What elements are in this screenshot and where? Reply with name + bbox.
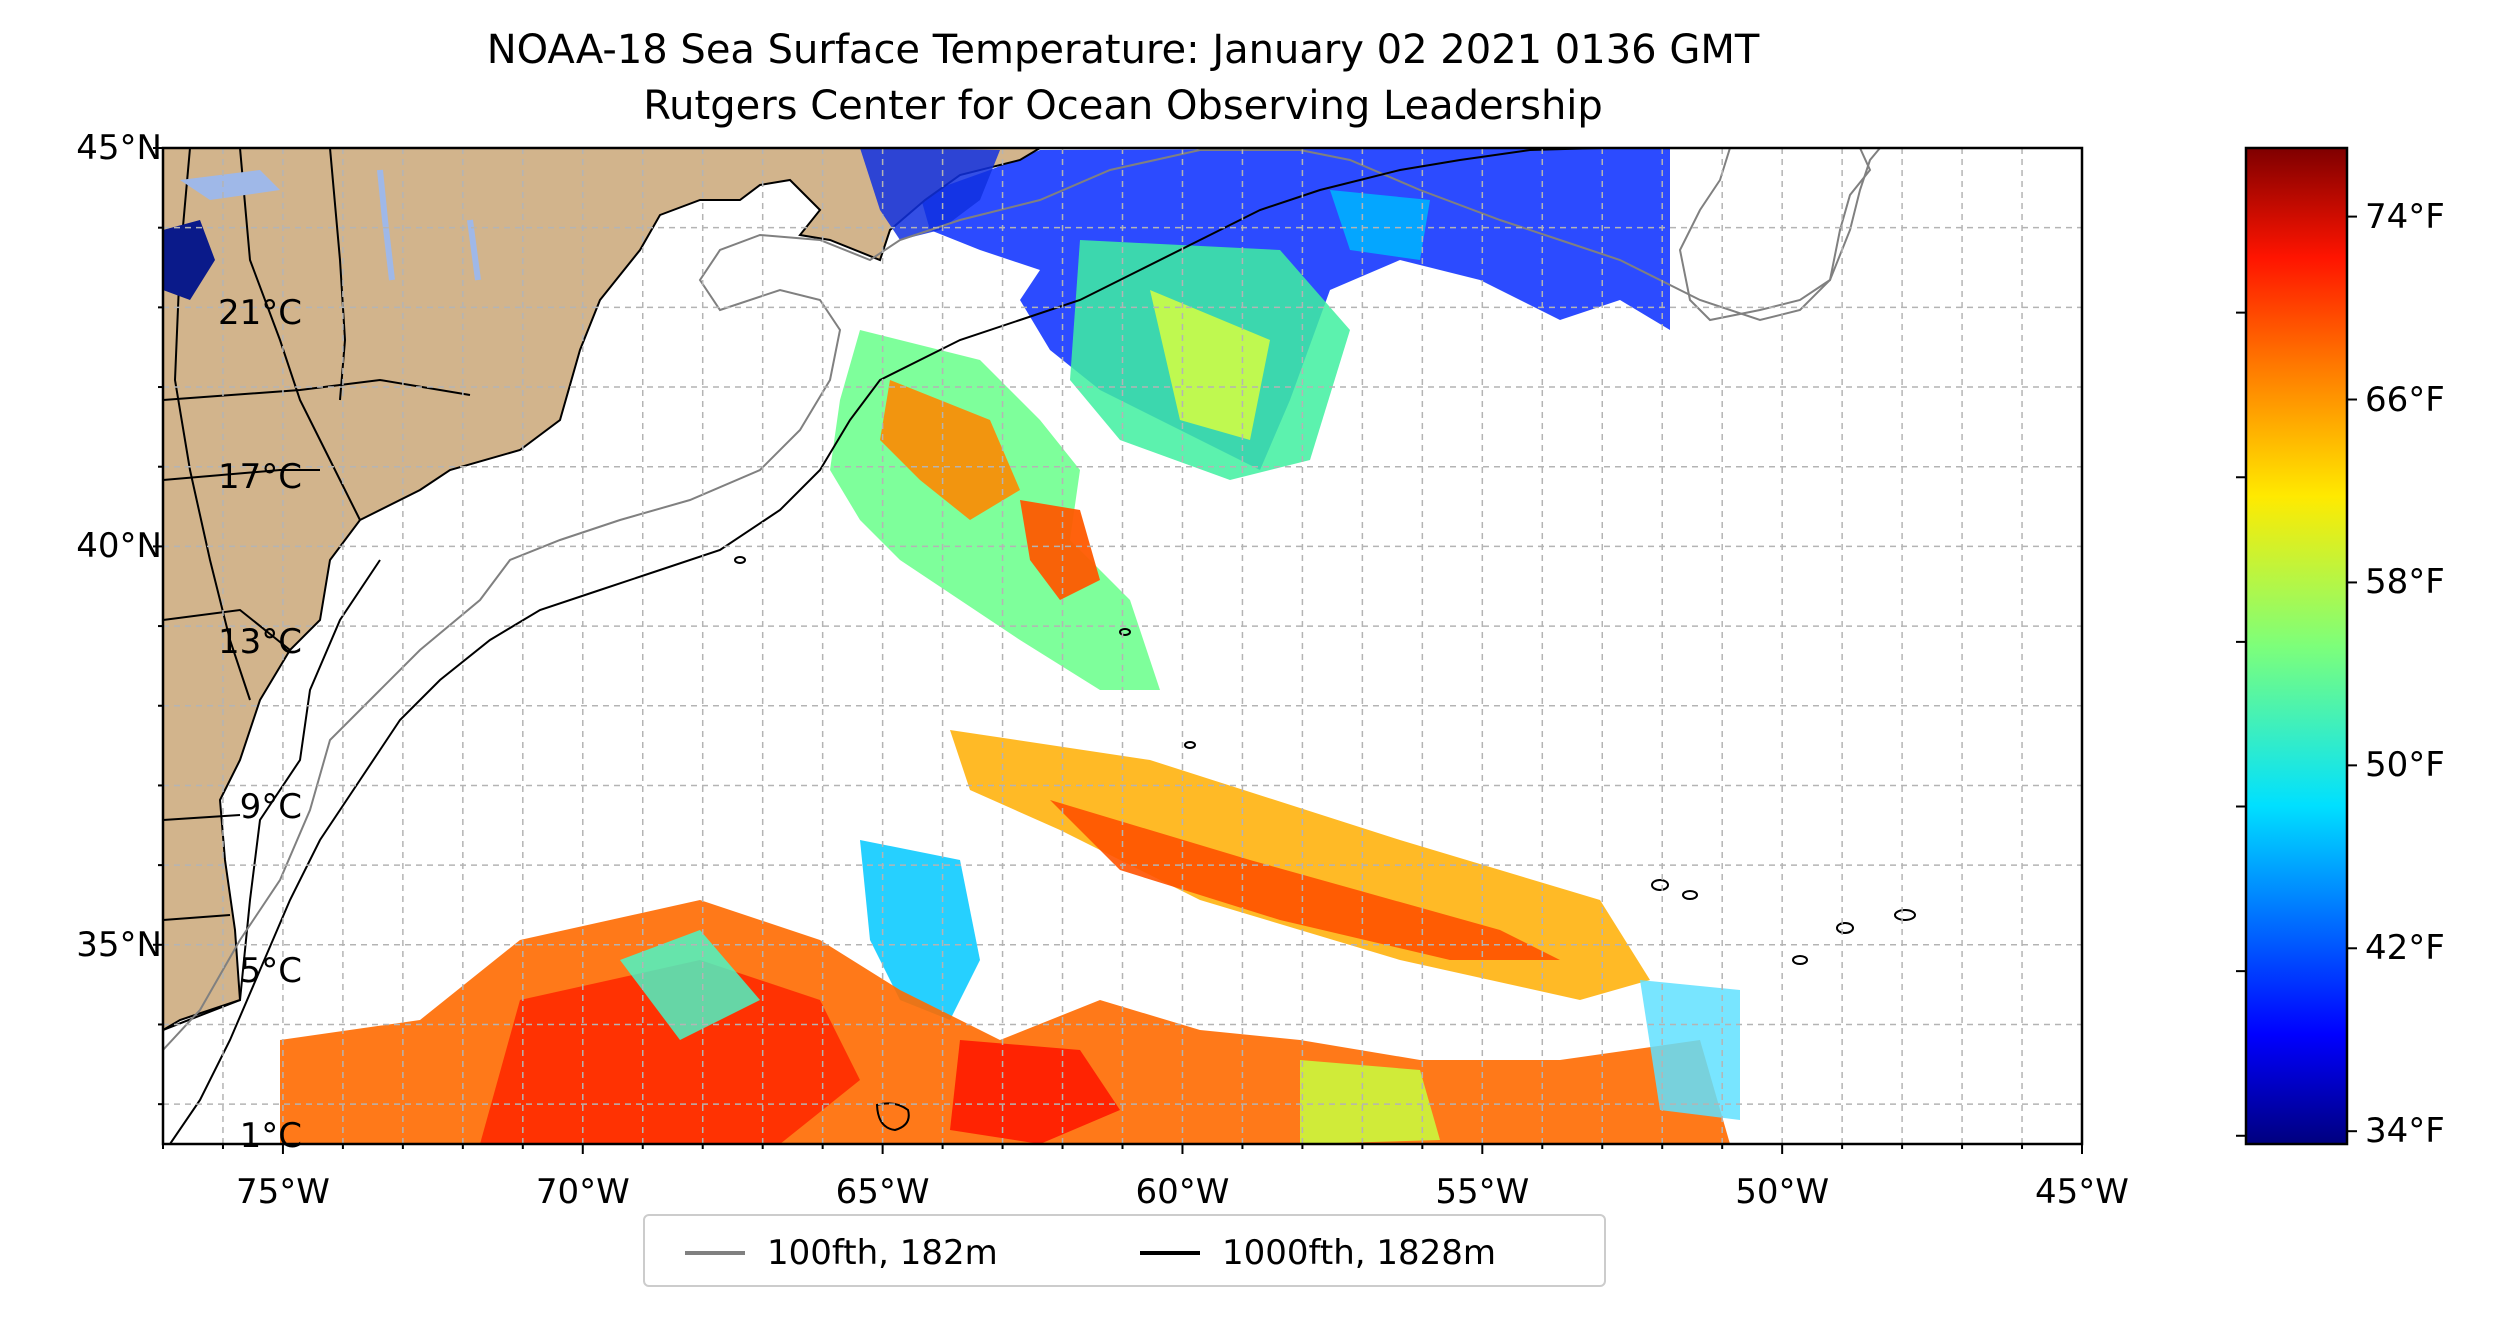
lon-tick-label: 60°W: [1135, 1172, 1230, 1212]
map-axis-ticks: [153, 147, 2083, 1154]
colorbar-label-celsius: 1°C: [239, 1115, 302, 1156]
lat-tick-label: 35°N: [76, 924, 162, 965]
colorbar-label-celsius: 9°C: [239, 786, 302, 827]
isobath-legend: 100fth, 182m 1000fth, 1828m: [643, 1214, 1606, 1287]
legend-label: 1000fth, 1828m: [1222, 1232, 1497, 1273]
colorbar-label-fahrenheit: 42°F: [2365, 928, 2445, 969]
colorbar-label-celsius: 21°C: [217, 292, 302, 333]
land-layer: [163, 148, 1872, 1032]
lon-tick-label: 45°W: [2035, 1172, 2129, 1212]
colorbar-label-fahrenheit: 34°F: [2365, 1111, 2445, 1152]
map-gridlines: [163, 148, 2082, 1144]
colorbar-label-fahrenheit: 50°F: [2365, 745, 2445, 786]
colorbar-label-celsius: 13°C: [217, 621, 302, 662]
legend-swatch-black: [1140, 1250, 1200, 1255]
lat-tick-label: 45°N: [76, 128, 162, 168]
map-title: NOAA-18 Sea Surface Temperature: January…: [486, 27, 1760, 73]
colorbar-label-celsius: 5°C: [239, 951, 302, 992]
isobath-lines: [163, 148, 1916, 1144]
colorbar-label-fahrenheit: 74°F: [2365, 196, 2445, 237]
colorbar-label-celsius: 17°C: [217, 457, 302, 498]
colorbar-ticks: [2236, 215, 2357, 1137]
lon-tick-label: 55°W: [1435, 1172, 1530, 1212]
colorbar-label-fahrenheit: 66°F: [2365, 379, 2445, 420]
lon-tick-label: 70°W: [535, 1172, 630, 1212]
lat-tick-label: 40°N: [76, 526, 162, 567]
map-subtitle: Rutgers Center for Ocean Observing Leade…: [643, 83, 1603, 129]
legend-label: 100fth, 182m: [767, 1232, 998, 1273]
colorbar: [2244, 146, 2349, 1146]
lon-tick-label: 50°W: [1735, 1172, 1830, 1212]
legend-item-100fth: 100fth, 182m: [685, 1216, 998, 1289]
legend-swatch-gray: [685, 1250, 745, 1255]
legend-item-1000fth: 1000fth, 1828m: [1140, 1216, 1496, 1289]
lon-tick-label: 75°W: [235, 1172, 330, 1212]
colorbar-label-fahrenheit: 58°F: [2365, 562, 2445, 603]
sst-data-layer: [280, 148, 1740, 1144]
lon-tick-label: 65°W: [835, 1172, 930, 1212]
